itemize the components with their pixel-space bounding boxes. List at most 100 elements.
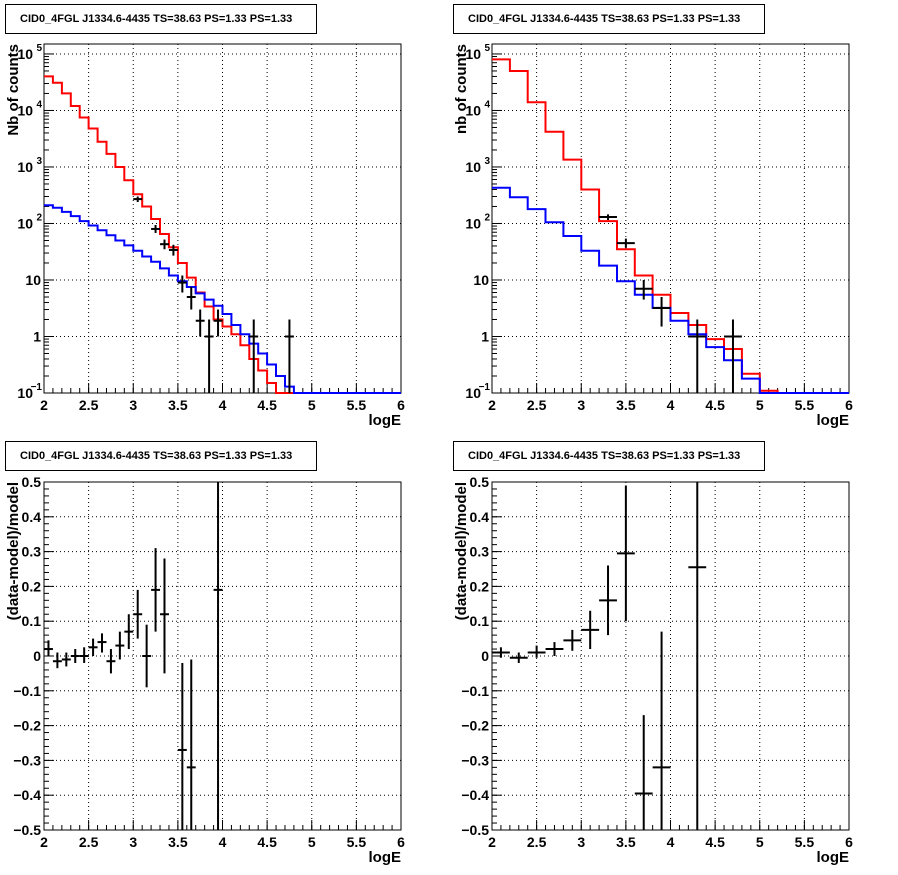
data-point: [61, 652, 71, 667]
x-tick-label: 3.5: [168, 834, 188, 850]
chart-title: CID0_4FGL J1334.6-4435 TS=38.63 PS=1.33 …: [5, 4, 317, 34]
plot-frame: [491, 481, 850, 831]
data-point: [563, 629, 582, 651]
x-tick-label: 5: [308, 834, 316, 850]
y-tick-exponent: 4: [36, 99, 42, 110]
data-point: [177, 275, 187, 293]
data-point: [688, 482, 707, 830]
data-point: [195, 309, 205, 337]
y-axis-title: (data-model)/model: [453, 482, 470, 620]
chart-title: CID0_4FGL J1334.6-4435 TS=38.63 PS=1.33 …: [453, 441, 765, 471]
data-point: [724, 319, 742, 393]
y-tick-label: 10: [465, 46, 481, 62]
data-point: [509, 652, 528, 663]
data-point: [204, 319, 214, 393]
y-tick-exponent: 2: [36, 212, 42, 223]
data-point: [213, 482, 223, 830]
data-point: [44, 640, 53, 656]
x-axis-title: logE: [817, 849, 850, 866]
data-point: [124, 614, 134, 650]
histogram-series-1: [44, 204, 401, 394]
x-tick-label: 4: [667, 834, 675, 850]
y-tick-label: 0: [481, 648, 489, 664]
y-tick-label: −0.3: [13, 752, 41, 768]
y-tick-exponent: 5: [484, 43, 490, 54]
y-tick-label: 0.1: [470, 613, 490, 629]
x-tick-label: 5.5: [347, 397, 367, 413]
y-tick-label: 0.2: [22, 578, 42, 594]
x-axis-title: logE: [369, 849, 402, 866]
y-tick-exponent: −1: [479, 382, 491, 393]
y-tick-label: −0.4: [461, 787, 489, 803]
x-tick-label: 5.5: [795, 397, 815, 413]
data-point: [634, 279, 653, 300]
x-tick-label: 4.5: [257, 834, 277, 850]
y-tick-label: 10: [465, 385, 481, 401]
x-tick-label: 6: [845, 397, 853, 413]
chart-panel-bl: 2 2.5 3 3.5 4 4.5 5 5.5 6 −0.5 −0.4 −0.3 −0.2 −0.1 0 0.…: [5, 474, 405, 866]
x-tick-label: 2: [488, 397, 496, 413]
plot-frame: [43, 43, 402, 394]
y-tick-label: 10: [17, 46, 33, 62]
y-tick-exponent: 5: [36, 43, 42, 54]
y-tick-label: 0: [33, 648, 41, 664]
x-tick-label: 6: [397, 834, 405, 850]
y-tick-label: 10: [17, 102, 33, 118]
data-point: [142, 624, 152, 688]
x-tick-label: 4.5: [705, 397, 725, 413]
chart-title: CID0_4FGL J1334.6-4435 TS=38.63 PS=1.33 …: [453, 4, 765, 34]
data-point: [616, 238, 635, 248]
plot-frame: [43, 481, 402, 831]
y-tick-exponent: −1: [31, 382, 43, 393]
data-point: [599, 565, 617, 636]
y-tick-label: 10: [17, 215, 33, 231]
y-tick-label: −0.4: [13, 787, 41, 803]
y-tick-label: 0.4: [22, 509, 42, 525]
y-tick-label: −0.2: [13, 718, 41, 734]
x-tick-label: 6: [845, 834, 853, 850]
x-tick-label: 3.5: [616, 397, 636, 413]
x-tick-label: 3: [129, 834, 137, 850]
data-point: [133, 196, 143, 202]
data-point: [88, 638, 98, 656]
data-point: [160, 239, 169, 250]
chart-panel-br: 2 2.5 3 3.5 4 4.5 5 5.5 6 −0.5 −0.4 −0.3 −0.2 −0.1 0 0.…: [453, 474, 853, 866]
y-tick-label: 0.3: [22, 544, 42, 560]
x-tick-label: 3.5: [616, 834, 636, 850]
y-tick-label: 0.2: [470, 578, 490, 594]
y-tick-label: 10: [25, 272, 41, 288]
y-tick-label: 0.1: [22, 613, 42, 629]
x-tick-label: 2: [488, 834, 496, 850]
data-point: [160, 558, 169, 674]
data-point: [79, 647, 89, 663]
x-tick-label: 2: [40, 397, 48, 413]
x-tick-label: 5: [756, 397, 764, 413]
x-tick-label: 3: [129, 397, 137, 413]
x-tick-label: 4.5: [705, 834, 725, 850]
y-tick-exponent: 2: [484, 212, 490, 223]
y-tick-label: −0.1: [13, 683, 41, 699]
data-point: [249, 319, 259, 393]
data-point: [133, 589, 143, 639]
y-axis-title: Nb of counts: [5, 44, 22, 136]
x-tick-label: 2.5: [527, 834, 547, 850]
x-tick-label: 4.5: [257, 397, 277, 413]
y-tick-label: 0.3: [470, 544, 490, 560]
y-tick-label: 10: [465, 215, 481, 231]
x-tick-label: 2.5: [79, 834, 99, 850]
data-point: [70, 649, 80, 663]
data-point: [52, 652, 62, 669]
x-tick-label: 2: [40, 834, 48, 850]
data-point: [492, 647, 510, 658]
data-point: [545, 642, 564, 656]
x-tick-label: 3: [577, 397, 585, 413]
x-tick-label: 2.5: [527, 397, 547, 413]
y-tick-label: 10: [17, 159, 33, 175]
y-tick-label: −0.1: [461, 683, 489, 699]
x-tick-label: 5: [308, 397, 316, 413]
x-tick-label: 5.5: [347, 834, 367, 850]
data-point: [177, 662, 187, 830]
